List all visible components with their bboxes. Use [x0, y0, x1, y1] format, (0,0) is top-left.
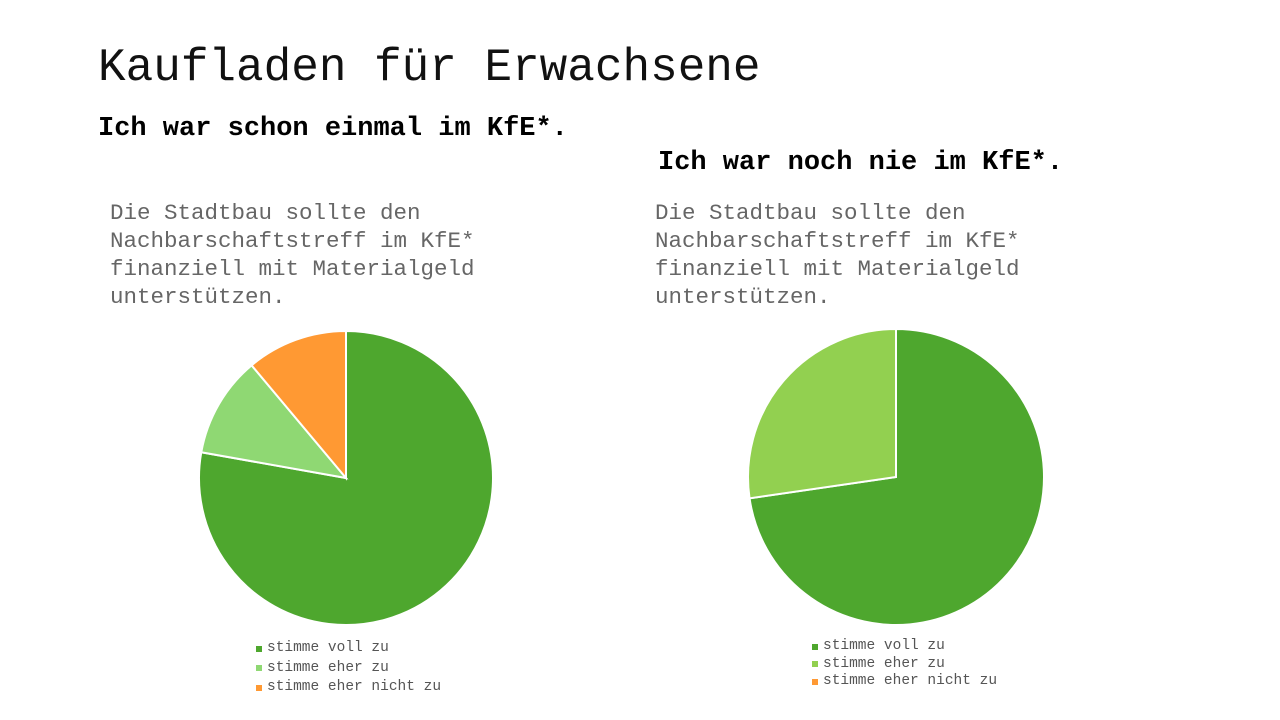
legend-item: stimme eher nicht zu	[256, 678, 441, 698]
legend-item: stimme voll zu	[812, 638, 997, 656]
legend-swatch	[812, 643, 818, 650]
legend-label: stimme eher nicht zu	[823, 673, 998, 689]
chart-subtitle-left: Die Stadtbau sollte den Nachbarschaftstr…	[110, 200, 475, 310]
pie-slice-stimme-eher-nicht-zu	[250, 329, 347, 481]
legend-swatch	[812, 678, 818, 685]
pie-left	[198, 329, 494, 626]
legend-right: stimme voll zu stimme eher zu stimme eher …	[812, 638, 997, 691]
pie-slice-stimme-eher-zu	[747, 327, 897, 500]
legend-item: stimme eher zu	[812, 656, 997, 674]
legend-swatch	[256, 645, 262, 652]
legend-left: stimme voll zu stimme eher zu stimme eher …	[256, 639, 441, 698]
chart-title-left: Ich war schon einmal im KfE*.	[98, 114, 568, 144]
legend-item: stimme eher zu	[256, 659, 441, 679]
chart-title-right: Ich war noch nie im KfE*.	[658, 148, 1064, 178]
legend-swatch	[812, 661, 818, 668]
slide-title: Kaufladen für Erwachsene	[98, 42, 761, 94]
pie-slice-stimme-eher-zu	[200, 363, 349, 480]
chart-subtitle-right: Die Stadtbau sollte den Nachbarschaftstr…	[655, 200, 1020, 310]
legend-item: stimme voll zu	[256, 639, 441, 659]
legend-label: stimme eher zu	[267, 659, 389, 676]
legend-label: stimme voll zu	[823, 638, 945, 654]
pie-right	[747, 327, 1045, 626]
legend-swatch	[256, 665, 262, 672]
legend-label: stimme voll zu	[267, 640, 389, 656]
legend-swatch	[256, 684, 262, 691]
legend-item: stimme eher nicht zu	[812, 673, 997, 691]
legend-label: stimme eher nicht zu	[267, 679, 442, 695]
legend-label: stimme eher zu	[823, 655, 945, 672]
